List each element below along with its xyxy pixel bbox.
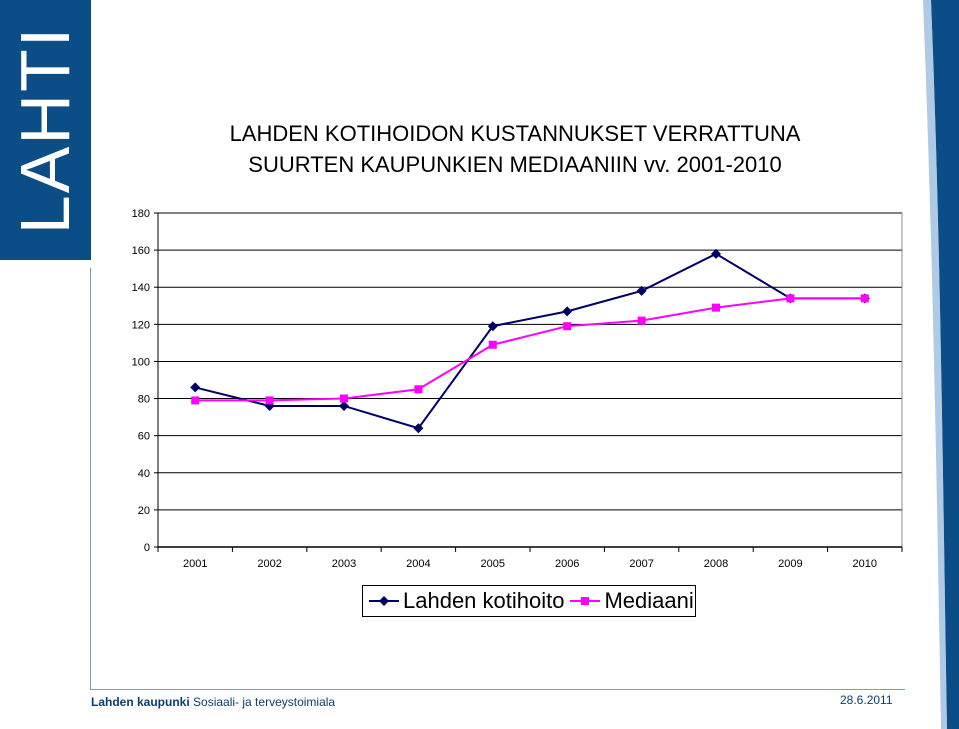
xtick-label-2004: 2004	[406, 558, 430, 570]
footer-date: 28.6.2011	[840, 693, 893, 707]
point-lahden-kotihoito-2001	[190, 382, 201, 393]
ytick-label-20: 20	[138, 505, 150, 517]
point-lahden-kotihoito-2007	[636, 285, 647, 296]
footer-org-bold: Lahden kaupunki	[91, 695, 190, 709]
legend-square-marker-icon	[570, 597, 601, 605]
xtick-label-2008: 2008	[704, 558, 728, 570]
chart-title-line1: LAHDEN KOTIHOIDON KUSTANNUKSET VERRATTUN…	[229, 121, 801, 146]
series-line-mediaani	[195, 297, 865, 402]
chart-title: LAHDEN KOTIHOIDON KUSTANNUKSET VERRATTUN…	[160, 118, 870, 180]
point-lahden-kotihoito-2008	[711, 248, 721, 259]
point-lahden-kotihoito-2004	[413, 423, 424, 434]
legend-item-lahden-kotihoito: Lahden kotihoito	[369, 588, 564, 614]
point-mediaani-2006	[563, 322, 572, 331]
ytick-label-100: 100	[132, 356, 150, 368]
right-decor-band	[923, 0, 959, 729]
ytick-label-160: 160	[132, 245, 150, 257]
point-mediaani-2007	[637, 316, 646, 325]
point-mediaani-2002	[265, 396, 274, 405]
logo-block: LAHTI	[0, 0, 91, 260]
ytick-label-180: 180	[132, 208, 150, 220]
series-lines	[190, 248, 870, 434]
bottom-rule	[90, 689, 905, 690]
xtick-label-2007: 2007	[629, 558, 653, 570]
legend-label-mediaani: Mediaani	[604, 588, 694, 613]
xtick-label-2003: 2003	[332, 558, 356, 570]
axes	[154, 212, 903, 552]
xtick-label-2001: 2001	[183, 558, 207, 570]
point-lahden-kotihoito-2003	[339, 400, 349, 411]
chart-title-line2: SUURTEN KAUPUNKIEN MEDIAANIIN vv. 2001-2…	[248, 152, 782, 177]
legend-item-mediaani: Mediaani	[570, 588, 694, 614]
chart-legend: Lahden kotihoito Mediaani	[362, 585, 696, 617]
point-mediaani-2008	[712, 303, 720, 312]
point-mediaani-2005	[488, 340, 497, 349]
xtick-label-2010: 2010	[853, 558, 877, 570]
ytick-label-80: 80	[138, 394, 150, 406]
series-line-lahden-kotihoito	[194, 252, 865, 430]
left-rule	[90, 268, 91, 690]
point-mediaani-2003	[340, 394, 348, 403]
point-lahden-kotihoito-2006	[562, 306, 573, 317]
xtick-label-2009: 2009	[778, 558, 802, 570]
point-mediaani-2010	[860, 294, 869, 303]
legend-label-lahden-kotihoito: Lahden kotihoito	[403, 588, 565, 613]
ytick-label-0: 0	[144, 542, 150, 554]
ytick-label-60: 60	[138, 431, 150, 443]
point-mediaani-2001	[191, 396, 200, 405]
footer-organization: Lahden kaupunki Sosiaali- ja terveystoim…	[91, 695, 335, 709]
legend-diamond-marker-icon	[369, 596, 399, 606]
xtick-label-2002: 2002	[257, 558, 281, 570]
ytick-label-140: 140	[132, 282, 150, 294]
xtick-label-2006: 2006	[555, 558, 579, 570]
point-mediaani-2009	[786, 294, 795, 303]
xtick-label-2005: 2005	[481, 558, 505, 570]
footer-org-rest: Sosiaali- ja terveystoimiala	[193, 695, 336, 709]
ytick-label-120: 120	[132, 319, 150, 331]
tick-labels: 0 20 40 60 80 100 120 140 160 180 2001 2002 2003 2004…	[132, 208, 877, 570]
point-lahden-kotihoito-2005	[487, 321, 498, 332]
point-mediaani-2004	[414, 385, 423, 394]
ytick-label-40: 40	[138, 468, 150, 480]
grid-lines	[158, 212, 902, 511]
